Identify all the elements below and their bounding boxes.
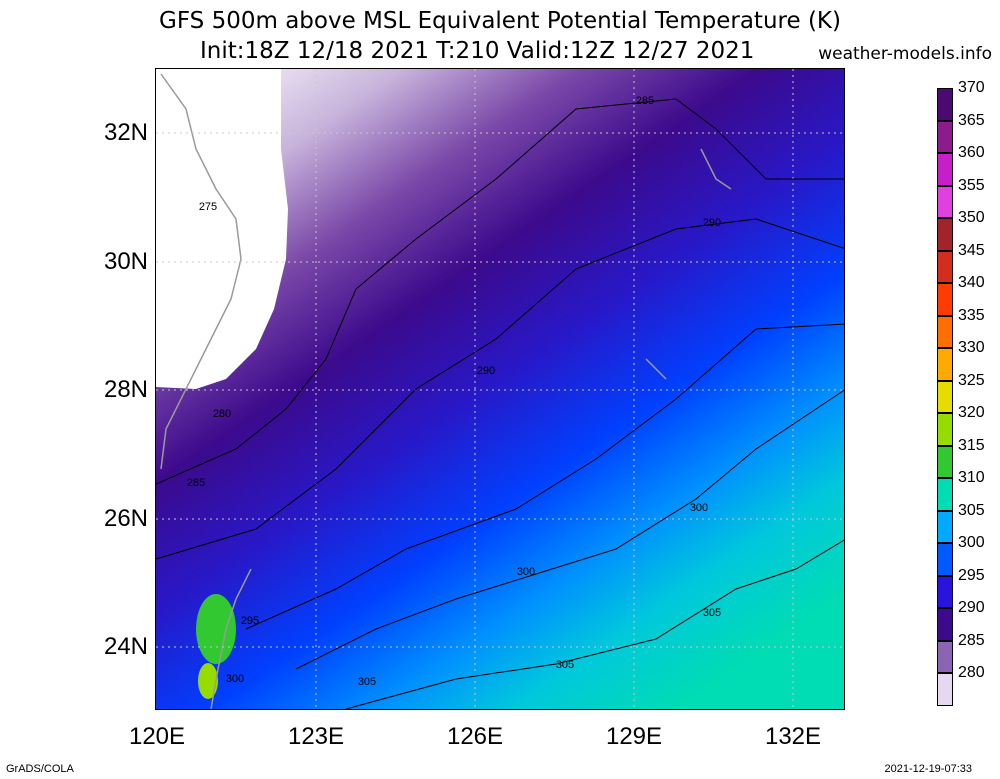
contour-label-285: 285 (636, 95, 654, 107)
colorbar-tick-label: 295 (958, 566, 985, 584)
colorbar-segment (937, 88, 953, 121)
contour-label-305: 305 (703, 607, 721, 619)
lat-label-28n: 28N (103, 376, 148, 403)
colorbar-segment (937, 640, 953, 673)
contour-label-300: 300 (690, 502, 708, 514)
theta-e-field (156, 69, 844, 709)
china-coastline (160, 73, 242, 470)
colorbar-tick-label: 305 (958, 501, 985, 519)
contour-label-300: 300 (517, 566, 535, 578)
colorbar-tick-label: 335 (958, 306, 985, 324)
colorbar-tick-label: 360 (958, 144, 985, 161)
colorbar-tick-label: 285 (958, 631, 985, 649)
lat-label-30n: 30N (103, 248, 148, 275)
colorbar-tick-label: 300 (958, 534, 985, 551)
contour-label-290: 290 (477, 365, 495, 377)
colorbar-segment (937, 218, 953, 251)
contour-label-290: 290 (703, 217, 721, 229)
colorbar-segment (937, 575, 953, 608)
colorbar-segment (937, 250, 953, 283)
colorbar-segment (937, 153, 953, 186)
colorbar-tick-label: 325 (958, 371, 985, 389)
lon-label-129e: 129E (605, 723, 663, 750)
contour-lines (156, 98, 844, 709)
contour-label-300: 300 (226, 673, 244, 685)
contour-label-280: 280 (213, 408, 231, 420)
colorbar-tick-label: 280 (958, 664, 985, 681)
colorbar-segment (937, 413, 953, 446)
lon-label-123e: 123E (287, 723, 345, 750)
colorbar-tick-label: 355 (958, 176, 985, 194)
colorbar-tick-label: 320 (958, 404, 985, 421)
colorbar-tick-label: 340 (958, 274, 985, 291)
source-credit: weather-models.info (818, 44, 992, 64)
colorbar-tick-label: 370 (958, 79, 985, 96)
colorbar-segment (937, 380, 953, 413)
lat-label-32n: 32N (103, 119, 148, 146)
map-panel: 275 280 285 285 290 290 295 300 300 300 … (155, 68, 845, 710)
contour-label-305: 305 (358, 676, 376, 688)
map-subtitle: Init:18Z 12/18 2021 T:210 Valid:12Z 12/2… (200, 38, 755, 64)
colorbar-segment (937, 608, 953, 641)
contour-label-285: 285 (187, 477, 205, 489)
lat-label-26n: 26N (103, 505, 148, 532)
graticule (156, 69, 844, 709)
contour-label-275: 275 (199, 201, 217, 213)
colorbar-segment (937, 510, 953, 543)
colorbar-segment (937, 673, 953, 706)
taiwan-coastline (210, 568, 252, 709)
colorbar-tick-label: 345 (958, 241, 985, 259)
colorbar-segment (937, 185, 953, 218)
colorbar-tick-label: 315 (958, 436, 985, 454)
lon-label-126e: 126E (446, 723, 504, 750)
colorbar-segment (937, 543, 953, 576)
colorbar-segment (937, 478, 953, 511)
footer-credit: GrADS/COLA (6, 763, 74, 775)
lon-label-132e: 132E (764, 723, 822, 750)
footer-timestamp: 2021-12-19-07:33 (884, 763, 972, 775)
colorbar-segment (937, 445, 953, 478)
colorbar-tick-label: 330 (958, 339, 985, 356)
colorbar-segment (937, 283, 953, 316)
colorbar-segment (937, 315, 953, 348)
colorbar-tick-label: 290 (958, 599, 985, 616)
contour-label-295: 295 (241, 615, 259, 627)
lon-label-120e: 120E (128, 723, 186, 750)
colorbar-segment (937, 348, 953, 381)
mainland-land (156, 69, 288, 389)
lat-label-24n: 24N (103, 633, 148, 660)
contour-labels: 275 280 285 285 290 290 295 300 300 300 … (187, 95, 721, 688)
map-title: GFS 500m above MSL Equivalent Potential … (159, 8, 841, 34)
colorbar-segment (937, 120, 953, 153)
colorbar-tick-label: 365 (958, 111, 985, 129)
colorbar-tick-label: 310 (958, 469, 985, 486)
colorbar-tick-label: 350 (958, 209, 985, 226)
contour-label-305: 305 (556, 659, 574, 671)
